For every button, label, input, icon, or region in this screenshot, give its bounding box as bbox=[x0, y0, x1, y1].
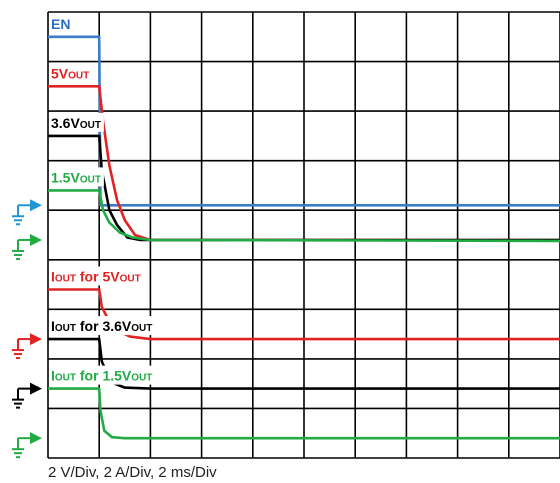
trace-label-text: IOUT for 5VOUT bbox=[51, 269, 141, 285]
label-background bbox=[49, 316, 156, 336]
grid bbox=[47, 11, 560, 459]
trace-label-text: 5VOUT bbox=[51, 65, 89, 81]
trace-labels: EN 5VOUT 3.6VOUT 1.5VOUT IOUT for 5VOUT IOUT … bbox=[49, 13, 156, 385]
ground-marker-icon bbox=[12, 199, 42, 226]
label-background bbox=[49, 365, 156, 385]
trace-label-text: 1.5VOUT bbox=[51, 169, 101, 185]
trace-6 bbox=[48, 387, 560, 440]
trace-label-1: 5VOUT bbox=[49, 63, 93, 83]
label-background bbox=[49, 63, 93, 83]
trace-label-text: IOUT for 1.5VOUT bbox=[51, 368, 152, 384]
trace-label-text: IOUT for 3.6VOUT bbox=[51, 318, 152, 334]
trace-3 bbox=[48, 189, 560, 243]
ground-marker-icon bbox=[12, 432, 42, 459]
label-background bbox=[49, 112, 104, 132]
label-background bbox=[49, 167, 104, 187]
label-background bbox=[49, 266, 144, 286]
ground-marker-icon bbox=[12, 333, 42, 360]
ground-markers bbox=[12, 199, 42, 459]
scale-footer: 2 V/Div, 2 A/Div, 2 ms/Div bbox=[48, 464, 217, 481]
trace-label-2: 3.6VOUT bbox=[49, 112, 104, 132]
ground-marker-icon bbox=[12, 233, 42, 260]
label-background bbox=[49, 13, 74, 33]
trace-label-0: EN bbox=[49, 13, 74, 33]
trace-label-text: 3.6VOUT bbox=[51, 115, 101, 131]
ground-marker-icon bbox=[12, 382, 42, 409]
trace-label-4: IOUT for 5VOUT bbox=[49, 266, 144, 286]
trace-label-3: 1.5VOUT bbox=[49, 167, 104, 187]
trace-label-6: IOUT for 1.5VOUT bbox=[49, 365, 156, 385]
trace-label-text: EN bbox=[51, 16, 70, 32]
trace-label-5: IOUT for 3.6VOUT bbox=[49, 316, 156, 336]
